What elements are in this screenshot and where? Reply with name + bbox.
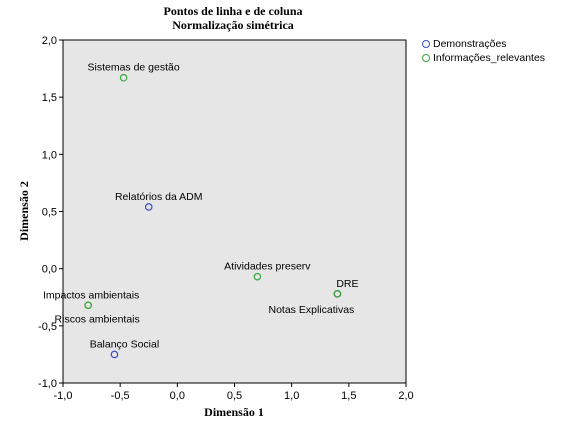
- point-label: Riscos ambientais: [55, 313, 140, 325]
- x-tick-label: -0,5: [111, 390, 130, 402]
- y-tick-label: 1,5: [42, 92, 57, 104]
- y-tick-label: 2,0: [42, 35, 57, 47]
- x-tick-label: 1,5: [341, 390, 356, 402]
- y-tick-label: -0,5: [38, 321, 57, 333]
- point-label: Sistemas de gestão: [87, 62, 179, 74]
- plot-area: [62, 39, 407, 384]
- point-label: DRE: [336, 278, 358, 290]
- data-point: [333, 290, 342, 298]
- y-tick-label: 1,0: [42, 149, 57, 161]
- chart-subtitle: Normalização simétrica: [172, 18, 294, 32]
- point-label: Relatórios da ADM: [115, 191, 203, 203]
- legend: Demonstrações Informações_relevantes: [422, 37, 545, 65]
- data-point: [119, 73, 128, 82]
- data-point: [110, 350, 119, 359]
- y-tick-label: 0,5: [42, 207, 57, 219]
- chart-title: Pontos de linha e de coluna: [163, 4, 303, 18]
- data-point: [144, 203, 153, 211]
- legend-label: Informações_relevantes: [433, 52, 546, 64]
- point-label: Notas Explicativas: [269, 304, 355, 316]
- legend-item: Demonstrações: [422, 37, 545, 51]
- x-tick-label: -1,0: [54, 390, 73, 402]
- point-label: Impactos ambientais: [43, 289, 139, 301]
- point-label: Atividades preserv: [224, 261, 311, 273]
- legend-marker-icon: [422, 54, 430, 62]
- x-axis-title: Dimensão 1: [204, 405, 264, 419]
- legend-label: Demonstrações: [433, 38, 507, 50]
- y-axis-title: Dimensão 2: [17, 181, 31, 241]
- x-tick-label: 0,0: [170, 390, 185, 402]
- x-tick-label: 1,0: [284, 390, 299, 402]
- y-tick-label: 0,0: [42, 264, 57, 276]
- point-label: Balanço Social: [90, 338, 159, 350]
- data-point: [84, 301, 92, 310]
- data-point: [253, 272, 262, 281]
- x-tick-label: 2,0: [398, 390, 413, 402]
- legend-item: Informações_relevantes: [422, 51, 545, 65]
- y-tick-label: -1,0: [38, 378, 57, 390]
- legend-marker-icon: [422, 40, 430, 48]
- x-tick-label: 0,5: [227, 390, 242, 402]
